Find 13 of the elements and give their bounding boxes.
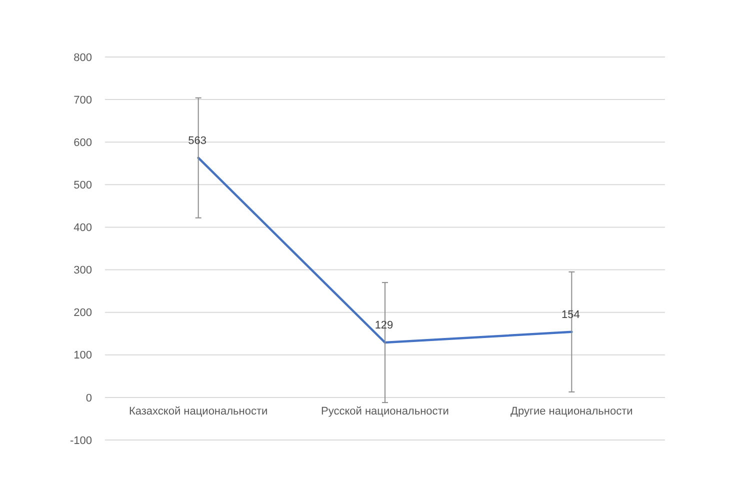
y-tick-label: 700	[74, 94, 92, 106]
x-tick-label: Другие национальности	[510, 405, 633, 418]
x-tick-label: Казахской национальности	[128, 405, 268, 418]
y-tick-label: 100	[74, 350, 92, 362]
y-tick-label: 300	[74, 264, 92, 277]
y-tick-label: 500	[74, 180, 92, 192]
y-tick-label: 400	[74, 222, 92, 234]
y-tick-label: 0	[86, 392, 92, 404]
y-tick-label: 600	[74, 136, 92, 149]
x-tick-label: Русской национальности	[321, 405, 449, 418]
y-tick-label: 200	[74, 307, 92, 320]
y-tick-label: 800	[74, 52, 92, 64]
y-tick-label: -100	[70, 434, 92, 447]
